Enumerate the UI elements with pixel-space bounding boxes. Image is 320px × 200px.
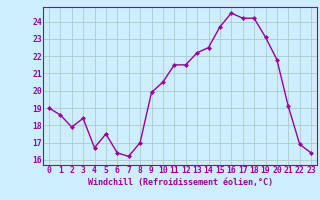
X-axis label: Windchill (Refroidissement éolien,°C): Windchill (Refroidissement éolien,°C) [87, 178, 273, 187]
